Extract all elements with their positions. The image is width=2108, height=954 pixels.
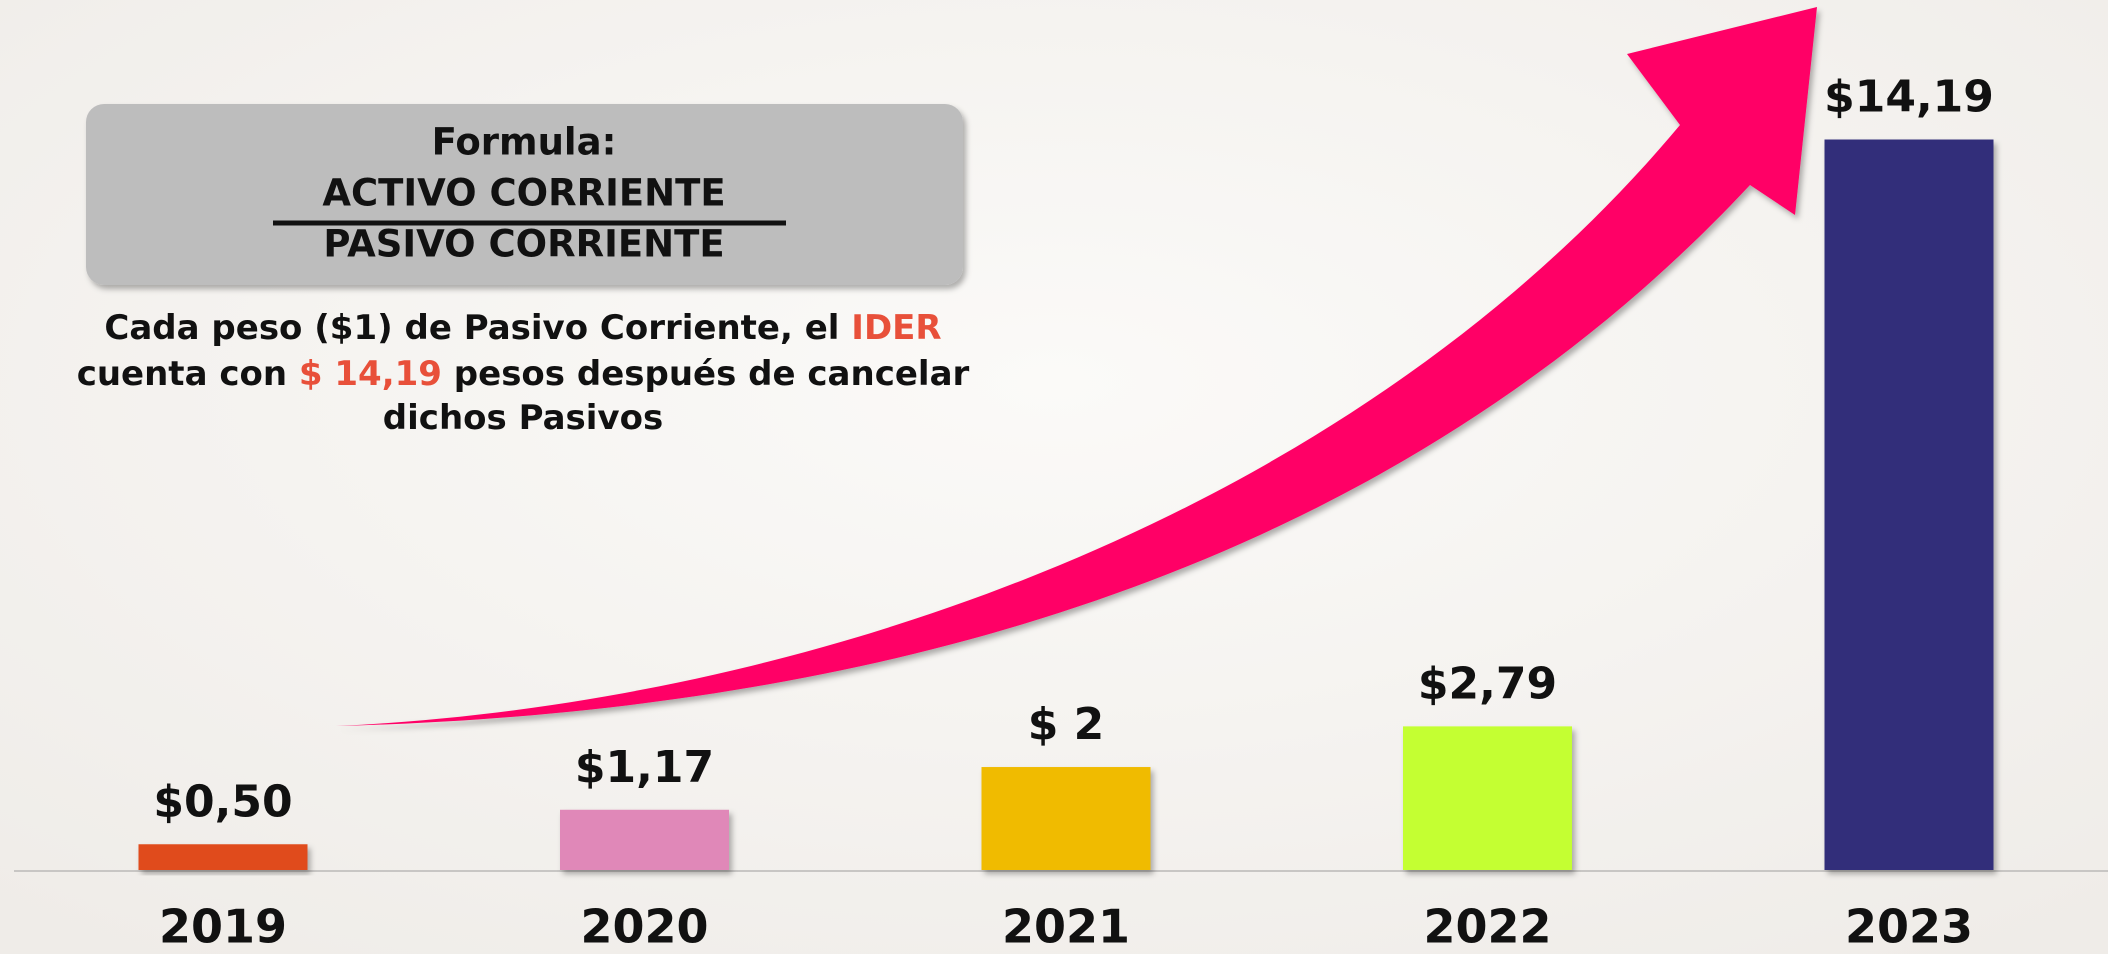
- value-label: $14,19: [1824, 72, 1994, 123]
- x-tick-label: 2023: [1845, 900, 1973, 954]
- value-label: $0,50: [153, 776, 292, 827]
- x-tick-label: 2019: [159, 900, 287, 954]
- formula-box: [86, 104, 963, 285]
- value-label: $2,79: [1418, 658, 1557, 709]
- description-line: dichos Pasivos: [383, 398, 663, 438]
- formula-denominator: PASIVO CORRIENTE: [323, 223, 724, 266]
- bar: [981, 767, 1151, 870]
- description-segment: pesos después de cancelar: [442, 354, 970, 394]
- value-label: $ 2: [1028, 699, 1105, 750]
- description-segment: dichos Pasivos: [383, 398, 663, 438]
- x-tick-label: 2020: [580, 900, 708, 954]
- description-segment: Cada peso ($1) de Pasivo Corriente, el: [104, 308, 851, 348]
- description-segment: $ 14,19: [299, 354, 442, 394]
- description-line: cuenta con $ 14,19 pesos después de canc…: [77, 354, 970, 394]
- formula-numerator: ACTIVO CORRIENTE: [322, 172, 725, 215]
- bar: [560, 809, 729, 870]
- growth-arrow: [336, 7, 1817, 726]
- value-label: $1,17: [575, 742, 714, 793]
- description-segment: IDER: [851, 308, 941, 348]
- bar: [1403, 726, 1572, 870]
- description-segment: cuenta con: [77, 354, 299, 394]
- x-tick-label: 2021: [1002, 900, 1130, 954]
- formula-title: Formula:: [432, 121, 617, 164]
- x-tick-label: 2022: [1423, 900, 1551, 954]
- bar: [138, 844, 308, 870]
- bar: [1824, 139, 1994, 870]
- description-line: Cada peso ($1) de Pasivo Corriente, el I…: [104, 308, 941, 348]
